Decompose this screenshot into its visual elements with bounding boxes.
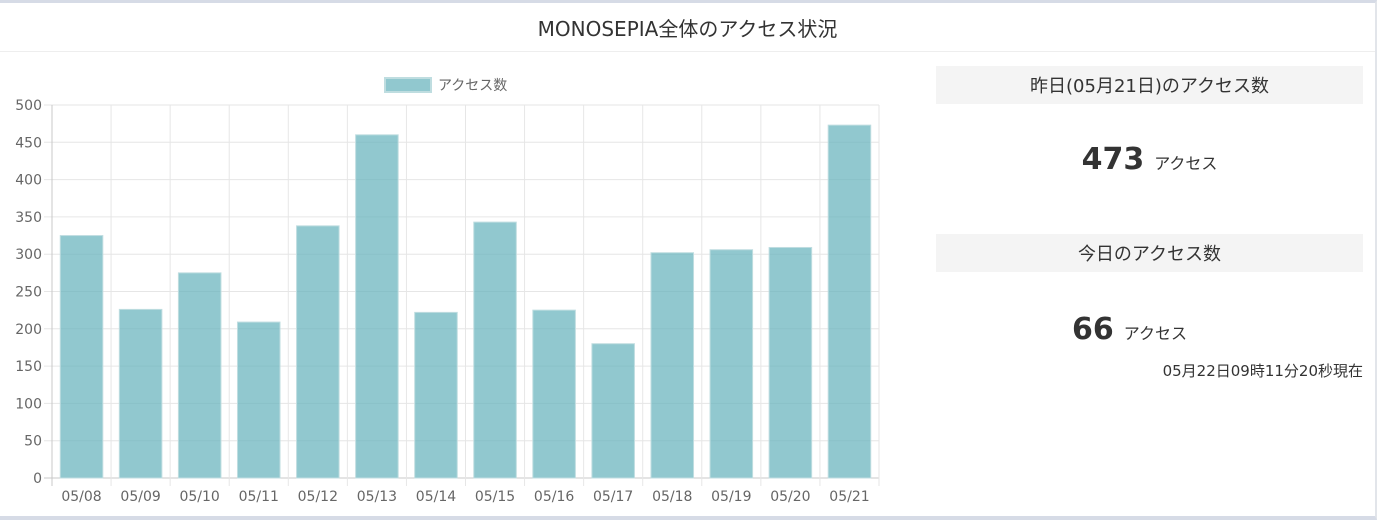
chart-bars bbox=[59, 124, 872, 479]
x-tick-label: 05/17 bbox=[593, 489, 633, 505]
x-tick-label: 05/14 bbox=[416, 489, 456, 505]
y-tick-label: 200 bbox=[15, 322, 42, 338]
y-tick-label: 50 bbox=[24, 434, 42, 450]
today-count-line: 66 アクセス bbox=[936, 312, 1323, 347]
x-axis: 05/08 05/09 05/10 05/11 05/12 05/13 05/14 05/15… bbox=[61, 489, 869, 505]
bar bbox=[355, 134, 399, 479]
bar bbox=[591, 343, 635, 479]
bar bbox=[236, 321, 281, 479]
bar bbox=[296, 225, 340, 479]
today-count: 66 bbox=[1072, 312, 1114, 347]
x-tick-label: 05/09 bbox=[120, 489, 160, 505]
today-heading: 今日のアクセス数 bbox=[936, 234, 1363, 272]
legend-swatch bbox=[384, 77, 432, 93]
y-tick-label: 300 bbox=[15, 247, 42, 263]
yesterday-count-line: 473 アクセス bbox=[936, 142, 1363, 177]
x-tick-label: 05/12 bbox=[298, 489, 338, 505]
y-tick-label: 400 bbox=[15, 173, 42, 189]
chart-grid bbox=[44, 104, 880, 486]
x-tick-label: 05/08 bbox=[61, 489, 101, 505]
yesterday-count: 473 bbox=[1081, 142, 1145, 177]
chart-legend[interactable]: アクセス数 bbox=[384, 75, 507, 95]
x-tick-label: 05/21 bbox=[829, 489, 869, 505]
x-tick-label: 05/10 bbox=[179, 489, 219, 505]
x-tick-label: 05/18 bbox=[652, 489, 692, 505]
bar bbox=[177, 272, 222, 479]
page-title: MONOSEPIA全体のアクセス状況 bbox=[0, 3, 1375, 52]
y-tick-label: 150 bbox=[15, 359, 42, 375]
y-tick-label: 350 bbox=[15, 210, 42, 226]
x-tick-label: 05/20 bbox=[770, 489, 810, 505]
x-tick-label: 05/15 bbox=[475, 489, 515, 505]
today-panel: 今日のアクセス数 66 アクセス bbox=[936, 234, 1363, 347]
bar bbox=[473, 221, 517, 479]
bar bbox=[827, 124, 872, 479]
bar bbox=[59, 235, 104, 479]
bar bbox=[414, 311, 458, 479]
x-tick-label: 05/13 bbox=[357, 489, 397, 505]
y-tick-label: 250 bbox=[15, 285, 42, 301]
y-tick-label: 500 bbox=[15, 98, 42, 114]
yesterday-unit: アクセス bbox=[1154, 154, 1218, 173]
y-axis: 0 50 100 150 200 250 300 350 400 450 500 bbox=[15, 98, 42, 487]
y-tick-label: 100 bbox=[15, 396, 42, 412]
bar bbox=[650, 252, 695, 479]
bar bbox=[532, 309, 576, 479]
y-tick-label: 450 bbox=[15, 135, 42, 151]
y-tick-label: 0 bbox=[33, 471, 42, 487]
bar bbox=[768, 246, 813, 479]
legend-label: アクセス数 bbox=[438, 78, 508, 94]
x-tick-label: 05/16 bbox=[534, 489, 574, 505]
bar bbox=[709, 249, 754, 479]
today-timestamp: 05月22日09時11分20秒現在 bbox=[1162, 362, 1363, 380]
yesterday-panel: 昨日(05月21日)のアクセス数 473 アクセス bbox=[936, 66, 1363, 177]
yesterday-heading: 昨日(05月21日)のアクセス数 bbox=[936, 66, 1363, 104]
x-tick-label: 05/19 bbox=[711, 489, 751, 505]
today-unit: アクセス bbox=[1123, 324, 1187, 343]
bar bbox=[118, 308, 163, 479]
x-tick-label: 05/11 bbox=[239, 489, 279, 505]
